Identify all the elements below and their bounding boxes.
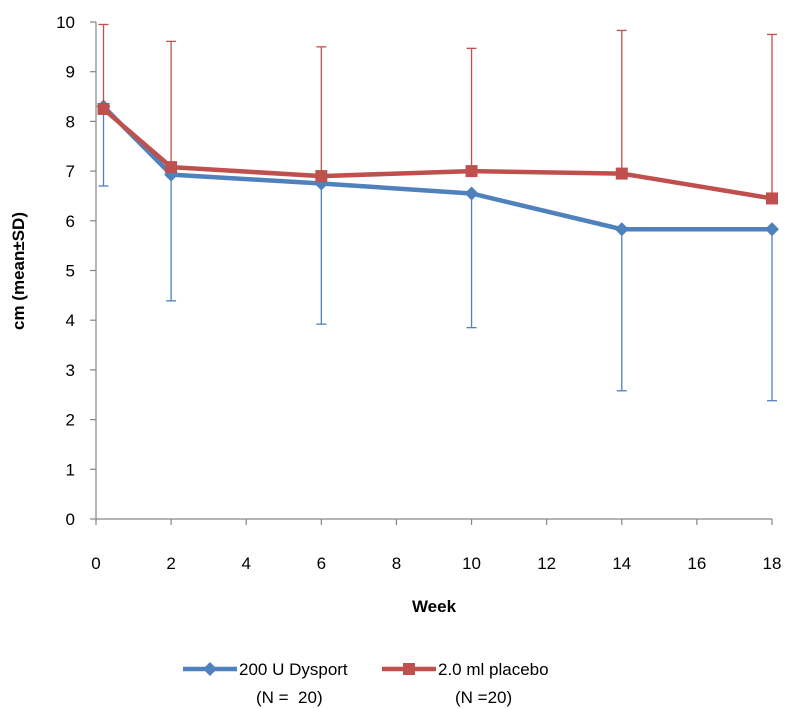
y-tick-label: 2: [66, 411, 75, 430]
y-tick-label: 9: [66, 63, 75, 82]
x-tick-label: 8: [392, 554, 401, 573]
data-point-placebo: [465, 165, 478, 178]
y-tick-label: 3: [66, 361, 75, 380]
x-tick-label: 12: [537, 554, 556, 573]
legend: 200 U Dysport (N = 20) 2.0 ml placebo (N =2…: [183, 660, 549, 707]
y-tick-label: 7: [66, 162, 75, 181]
y-tick-label: 8: [66, 112, 75, 131]
y-tick-label: 0: [66, 510, 75, 529]
y-axis-title: cm (mean±SD): [9, 212, 28, 330]
series-layer: [96, 23, 779, 402]
x-tick-label: 0: [91, 554, 100, 573]
series-placebo: [97, 23, 778, 205]
data-point-placebo: [165, 161, 178, 174]
data-point-placebo: [766, 192, 778, 205]
x-tick-label: 2: [166, 554, 175, 573]
x-tick-label: 18: [763, 554, 782, 573]
y-tick-label: 6: [66, 212, 75, 231]
legend-sublabel-dysport: (N = 20): [256, 688, 323, 707]
legend-label-placebo: 2.0 ml placebo: [438, 660, 549, 679]
legend-sublabel-placebo: (N =20): [455, 688, 512, 707]
x-tick-label: 14: [612, 554, 631, 573]
data-point-dysport: [614, 222, 629, 237]
x-tick-label: 4: [241, 554, 250, 573]
data-point-dysport: [464, 186, 479, 201]
data-point-dysport: [765, 222, 779, 237]
data-point-placebo: [315, 170, 328, 183]
x-tick-label: 16: [687, 554, 706, 573]
data-point-placebo: [97, 102, 110, 115]
x-tick-label: 6: [317, 554, 326, 573]
y-tick-label: 1: [66, 460, 75, 479]
y-tick-label: 10: [56, 13, 75, 32]
series-line-dysport: [101, 104, 772, 232]
y-tick-label: 5: [66, 262, 75, 281]
x-axis-title: Week: [412, 597, 457, 616]
y-tick-label: 4: [66, 311, 75, 330]
legend-marker-placebo: [403, 663, 415, 675]
data-point-placebo: [615, 167, 628, 180]
legend-label-dysport: 200 U Dysport: [239, 660, 348, 679]
series-dysport: [96, 99, 779, 402]
legend-marker-dysport: [203, 662, 217, 676]
series-line-placebo: [102, 107, 773, 201]
x-tick-label: 10: [462, 554, 481, 573]
